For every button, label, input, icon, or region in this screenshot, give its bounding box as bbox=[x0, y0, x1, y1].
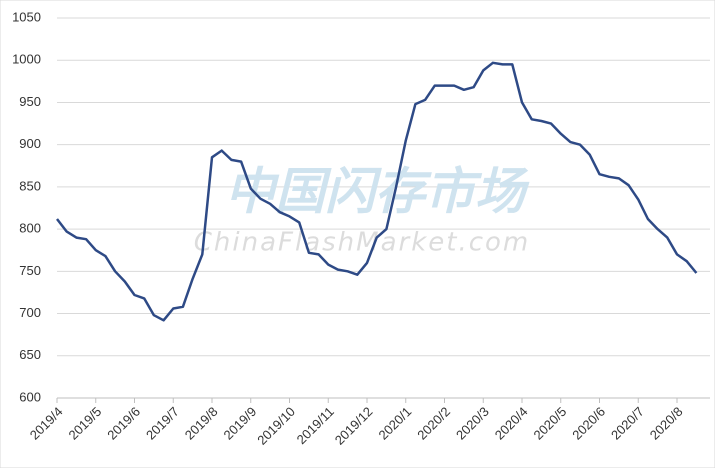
y-tick-label: 900 bbox=[19, 136, 41, 151]
y-tick-label: 650 bbox=[19, 347, 41, 362]
y-tick-label: 850 bbox=[19, 178, 41, 193]
y-tick-label: 1050 bbox=[12, 9, 41, 24]
y-tick-label: 700 bbox=[19, 305, 41, 320]
y-tick-label: 600 bbox=[19, 389, 41, 404]
y-tick-label: 950 bbox=[19, 94, 41, 109]
y-tick-label: 1000 bbox=[12, 52, 41, 67]
y-tick-label: 800 bbox=[19, 221, 41, 236]
watermark: 中国闪存市场 bbox=[225, 163, 530, 221]
y-tick-label: 750 bbox=[19, 263, 41, 278]
watermark-sub: ChinaFlashMarket.com bbox=[194, 228, 531, 258]
line bbox=[56, 61, 698, 322]
